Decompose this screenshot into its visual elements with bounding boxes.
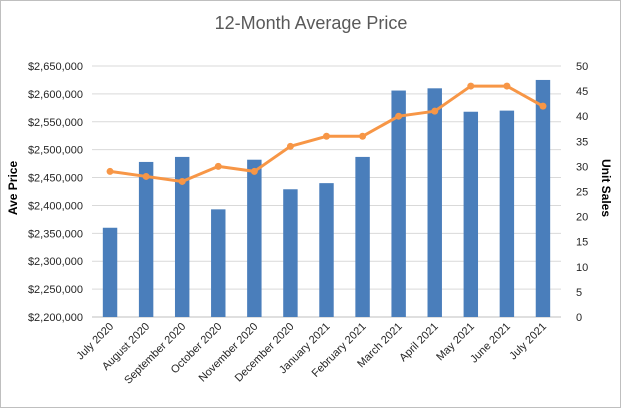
x-tick-label: April 2021 (397, 321, 441, 365)
line-point (250, 167, 258, 175)
line-point (467, 82, 475, 90)
bar (535, 79, 551, 317)
y2-tick-label: 40 (576, 111, 588, 123)
bar (247, 159, 262, 317)
y-axis-left-ticks: $2,200,000 $2,250,000 $2,300,000 $2,350,000… (28, 61, 83, 324)
y-tick-label: $2,400,000 (28, 200, 83, 212)
y2-tick-label: 0 (576, 312, 582, 324)
line-point (142, 172, 150, 180)
y-tick-label: $2,450,000 (28, 173, 83, 185)
y2-tick-label: 45 (576, 86, 588, 98)
y2-tick-label: 25 (576, 187, 588, 199)
bar (319, 183, 334, 317)
y-tick-label: $2,500,000 (28, 145, 83, 157)
y-tick-label: $2,600,000 (28, 89, 83, 101)
y-tick-label: $2,300,000 (28, 256, 83, 268)
bar-series (102, 79, 551, 317)
bar (283, 189, 298, 317)
bar (138, 161, 154, 317)
bar (174, 156, 190, 317)
line-point (395, 112, 403, 120)
chart-title: 12-Month Average Price (215, 13, 408, 33)
line-point (431, 107, 439, 115)
bar (102, 227, 118, 317)
y2-tick-label: 15 (576, 237, 588, 249)
x-tick-label: September 2020 (122, 321, 188, 387)
bar (211, 209, 226, 317)
line-point (286, 142, 294, 150)
y-tick-label: $2,200,000 (28, 312, 83, 324)
y-tick-label: $2,650,000 (28, 61, 83, 73)
bar (499, 110, 515, 317)
y-axis-right-title: Unit Sales (599, 159, 613, 217)
y2-tick-label: 35 (576, 136, 588, 148)
line-point (214, 162, 222, 170)
line-point (503, 82, 511, 90)
line-point (359, 132, 367, 140)
x-tick-label: July 2021 (507, 321, 549, 363)
y-tick-label: $2,550,000 (28, 117, 83, 129)
line-point (323, 132, 330, 140)
y-tick-label: $2,250,000 (28, 284, 83, 296)
y2-tick-label: 30 (576, 161, 588, 173)
y-axis-right-ticks: 0 5 10 15 20 25 30 35 40 45 50 (576, 61, 588, 324)
line-point (178, 177, 186, 185)
y2-tick-label: 50 (576, 61, 588, 73)
bar (391, 90, 406, 317)
bar (463, 111, 479, 317)
bar (355, 156, 370, 317)
y2-tick-label: 10 (576, 262, 588, 274)
bar (427, 88, 442, 317)
y-tick-label: $2,350,000 (28, 228, 83, 240)
y2-tick-label: 5 (576, 287, 582, 299)
y2-tick-label: 20 (576, 212, 588, 224)
line-series (106, 82, 547, 185)
line-point (539, 102, 547, 110)
line-point (106, 167, 114, 175)
y-axis-left-title: Ave Price (6, 161, 20, 216)
